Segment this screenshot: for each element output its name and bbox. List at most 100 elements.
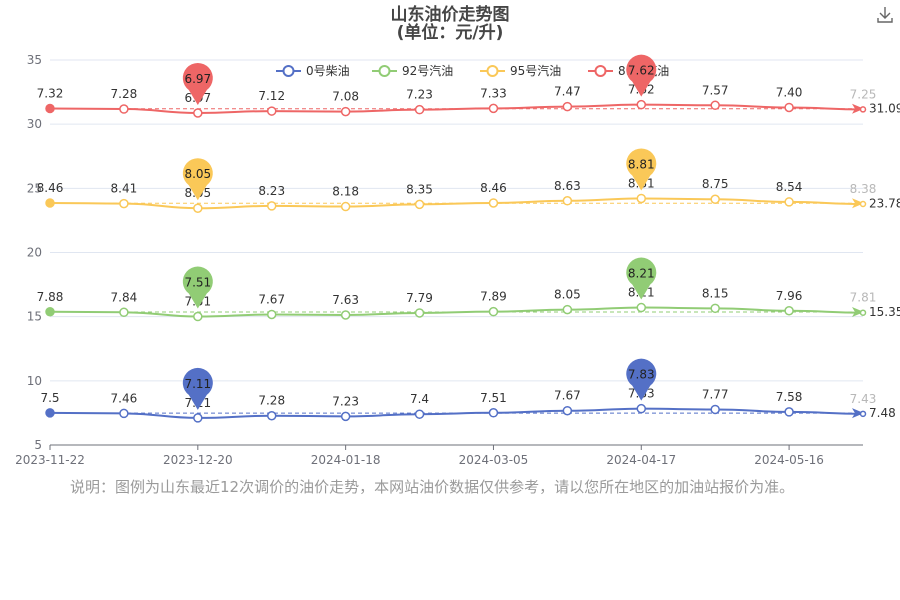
average-arrow	[852, 306, 864, 317]
x-tick-label: 2024-03-05	[459, 453, 529, 467]
data-label: 7.25	[850, 87, 877, 101]
data-label: 7.43	[850, 392, 877, 406]
data-label: 7.08	[332, 90, 359, 104]
series-group: 15.35 7.88 7.84 7.51 7.67 7.63 7.79 7.89 8.05 8.2…	[37, 257, 900, 322]
y-tick-label: 10	[27, 374, 42, 388]
data-label: 7.33	[480, 86, 507, 100]
y-tick-label: 5	[34, 438, 42, 452]
data-point	[119, 104, 129, 114]
data-label: 8.54	[776, 180, 803, 194]
x-tick-label: 2024-05-16	[754, 453, 824, 467]
chart-title: 山东油价走势图	[391, 4, 510, 25]
data-point	[562, 304, 573, 315]
min-pin-shape	[182, 266, 213, 309]
legend-item[interactable]: 92号汽油	[372, 63, 453, 78]
axes: 5 10 15 20 25 30 35 2023-11-22 2023-12-20 2024-01…	[15, 53, 863, 467]
data-label: 7.79	[406, 291, 433, 305]
legend-label: 95号汽油	[510, 63, 561, 78]
data-point	[636, 403, 647, 414]
data-point	[193, 413, 203, 423]
data-point	[119, 198, 129, 209]
data-point	[784, 102, 794, 113]
download-icon[interactable]	[874, 4, 896, 26]
data-point	[562, 196, 573, 206]
data-label: 8.75	[702, 177, 729, 191]
max-pin-shape	[626, 54, 657, 97]
data-label: 7.84	[111, 290, 138, 304]
data-point	[636, 302, 647, 313]
data-label: 8.38	[850, 182, 877, 196]
data-point	[266, 106, 277, 116]
data-label: 8.35	[406, 182, 433, 196]
min-pin-label: 8.05	[184, 167, 211, 181]
data-label: 7.67	[258, 292, 285, 306]
legend-item[interactable]: 0号柴油	[276, 64, 350, 78]
data-label: 7.58	[776, 390, 803, 404]
min-pin-shape	[182, 158, 213, 201]
data-label: 8.41	[111, 182, 138, 196]
data-point	[859, 200, 867, 208]
data-label: 7.5	[40, 391, 59, 405]
series-group: 23.78 8.46 8.41 8.05 8.23 8.18 8.35 8.46 8.63 8.8…	[37, 148, 900, 213]
legend[interactable]: 0号柴油92号汽油95号汽油89号汽油	[276, 63, 669, 78]
data-point	[710, 404, 720, 415]
data-point	[193, 203, 203, 213]
legend-swatch-marker	[282, 65, 295, 77]
min-pin: 7.11	[182, 367, 213, 410]
max-pin: 8.21	[626, 257, 657, 300]
min-pin-shape	[182, 367, 213, 410]
data-point	[488, 408, 499, 418]
y-tick-label: 30	[27, 117, 42, 131]
max-pin: 7.62	[626, 54, 657, 97]
max-pin-label: 8.81	[628, 157, 655, 171]
data-point	[119, 307, 129, 318]
data-point	[859, 309, 867, 316]
y-tick-label: 35	[27, 53, 42, 67]
data-label: 7.57	[702, 83, 729, 97]
legend-swatch-marker	[486, 65, 499, 77]
legend-swatch-marker	[378, 65, 391, 77]
data-label: 7.4	[410, 392, 429, 406]
data-label: 7.23	[406, 88, 433, 102]
data-point	[488, 306, 499, 317]
average-label: 7.48	[869, 406, 896, 420]
data-point	[266, 309, 277, 320]
min-pin: 8.05	[182, 158, 213, 201]
min-pin-shape	[182, 63, 213, 106]
data-label: 7.77	[702, 387, 729, 401]
x-tick-label: 2024-01-18	[311, 453, 381, 467]
average-label: 15.35	[869, 305, 900, 319]
data-point	[45, 198, 55, 208]
x-tick-label: 2024-04-17	[606, 453, 676, 467]
max-pin-label: 7.83	[628, 368, 655, 382]
series-layer: 7.48 7.5 7.46 7.11 7.28 7.23 7.4 7.51 7.67 7.83 7.…	[37, 54, 900, 423]
max-pin: 7.83	[626, 358, 657, 401]
average-arrow	[852, 408, 864, 419]
data-label: 7.40	[776, 85, 803, 99]
min-pin-label: 7.11	[184, 377, 211, 391]
min-pin-label: 6.97	[184, 72, 211, 86]
data-point	[193, 311, 203, 322]
data-point	[784, 407, 794, 417]
data-point	[340, 106, 351, 117]
min-pin: 6.97	[182, 63, 213, 106]
data-point	[859, 410, 867, 418]
data-point	[266, 410, 277, 421]
data-point	[414, 308, 425, 318]
data-point	[636, 193, 647, 204]
data-point	[340, 411, 351, 422]
chart-subtitle: (单位：元/升)	[397, 22, 504, 43]
data-label: 7.81	[850, 291, 877, 305]
y-tick-label: 20	[27, 246, 42, 260]
y-tick-label: 25	[27, 181, 42, 195]
legend-item[interactable]: 95号汽油	[480, 63, 561, 78]
legend-label: 0号柴油	[306, 64, 350, 78]
data-point	[562, 405, 573, 416]
max-pin-shape	[626, 148, 657, 191]
data-label: 7.88	[37, 290, 64, 304]
data-point	[414, 104, 425, 115]
data-point	[45, 408, 55, 418]
data-point	[710, 194, 720, 204]
data-label: 8.63	[554, 179, 581, 193]
data-label: 8.18	[332, 185, 359, 199]
